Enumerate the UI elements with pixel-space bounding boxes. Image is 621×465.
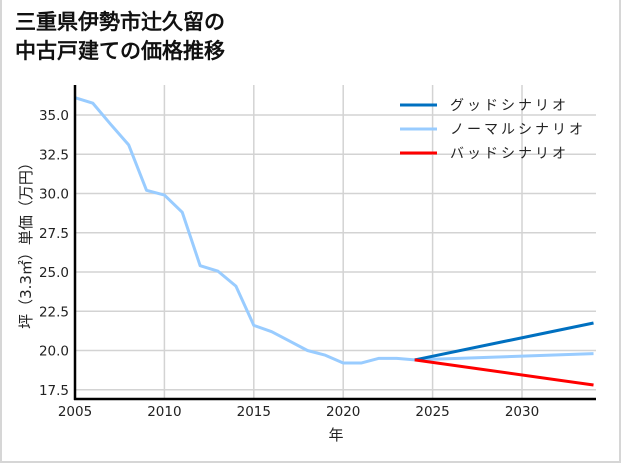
- x-tick-label: 2005: [58, 404, 92, 420]
- series-line: [414, 358, 594, 387]
- x-tick-label: 2015: [237, 404, 271, 420]
- x-tick-label: 2025: [415, 404, 449, 420]
- x-axis-label: 年: [328, 426, 343, 444]
- y-tick-label: 25.0: [39, 265, 69, 281]
- y-tick-label: 35.0: [39, 108, 69, 124]
- series-line: [414, 321, 594, 362]
- axes: [73, 85, 596, 401]
- chart-title: 三重県伊勢市辻久留の 中古戸建ての価格推移: [15, 10, 225, 63]
- y-axis-label: 坪（3.3㎡）単価（万円）: [17, 155, 35, 329]
- y-tick-label: 32.5: [39, 147, 69, 163]
- y-tick-label: 20.0: [39, 344, 69, 360]
- y-tick-label: 30.0: [39, 187, 69, 203]
- x-tick-label: 2030: [505, 404, 539, 420]
- legend-label: バッドシナリオ: [450, 146, 569, 162]
- series-line: [74, 96, 594, 365]
- series-lines: [74, 96, 594, 387]
- legend-label: ノーマルシナリオ: [450, 122, 586, 138]
- y-tick-label: 17.5: [39, 383, 69, 399]
- x-tick-label: 2020: [326, 404, 360, 420]
- y-tick-label: 22.5: [39, 304, 69, 320]
- legend-label: グッドシナリオ: [450, 98, 569, 114]
- x-tick-label: 2010: [147, 404, 181, 420]
- tick-labels: 17.5 20.0 22.5 25.0 27.5 30.0 32.5 35.0 2005 2010…: [39, 108, 539, 420]
- y-tick-label: 27.5: [39, 226, 69, 242]
- grid-lines: [74, 85, 596, 399]
